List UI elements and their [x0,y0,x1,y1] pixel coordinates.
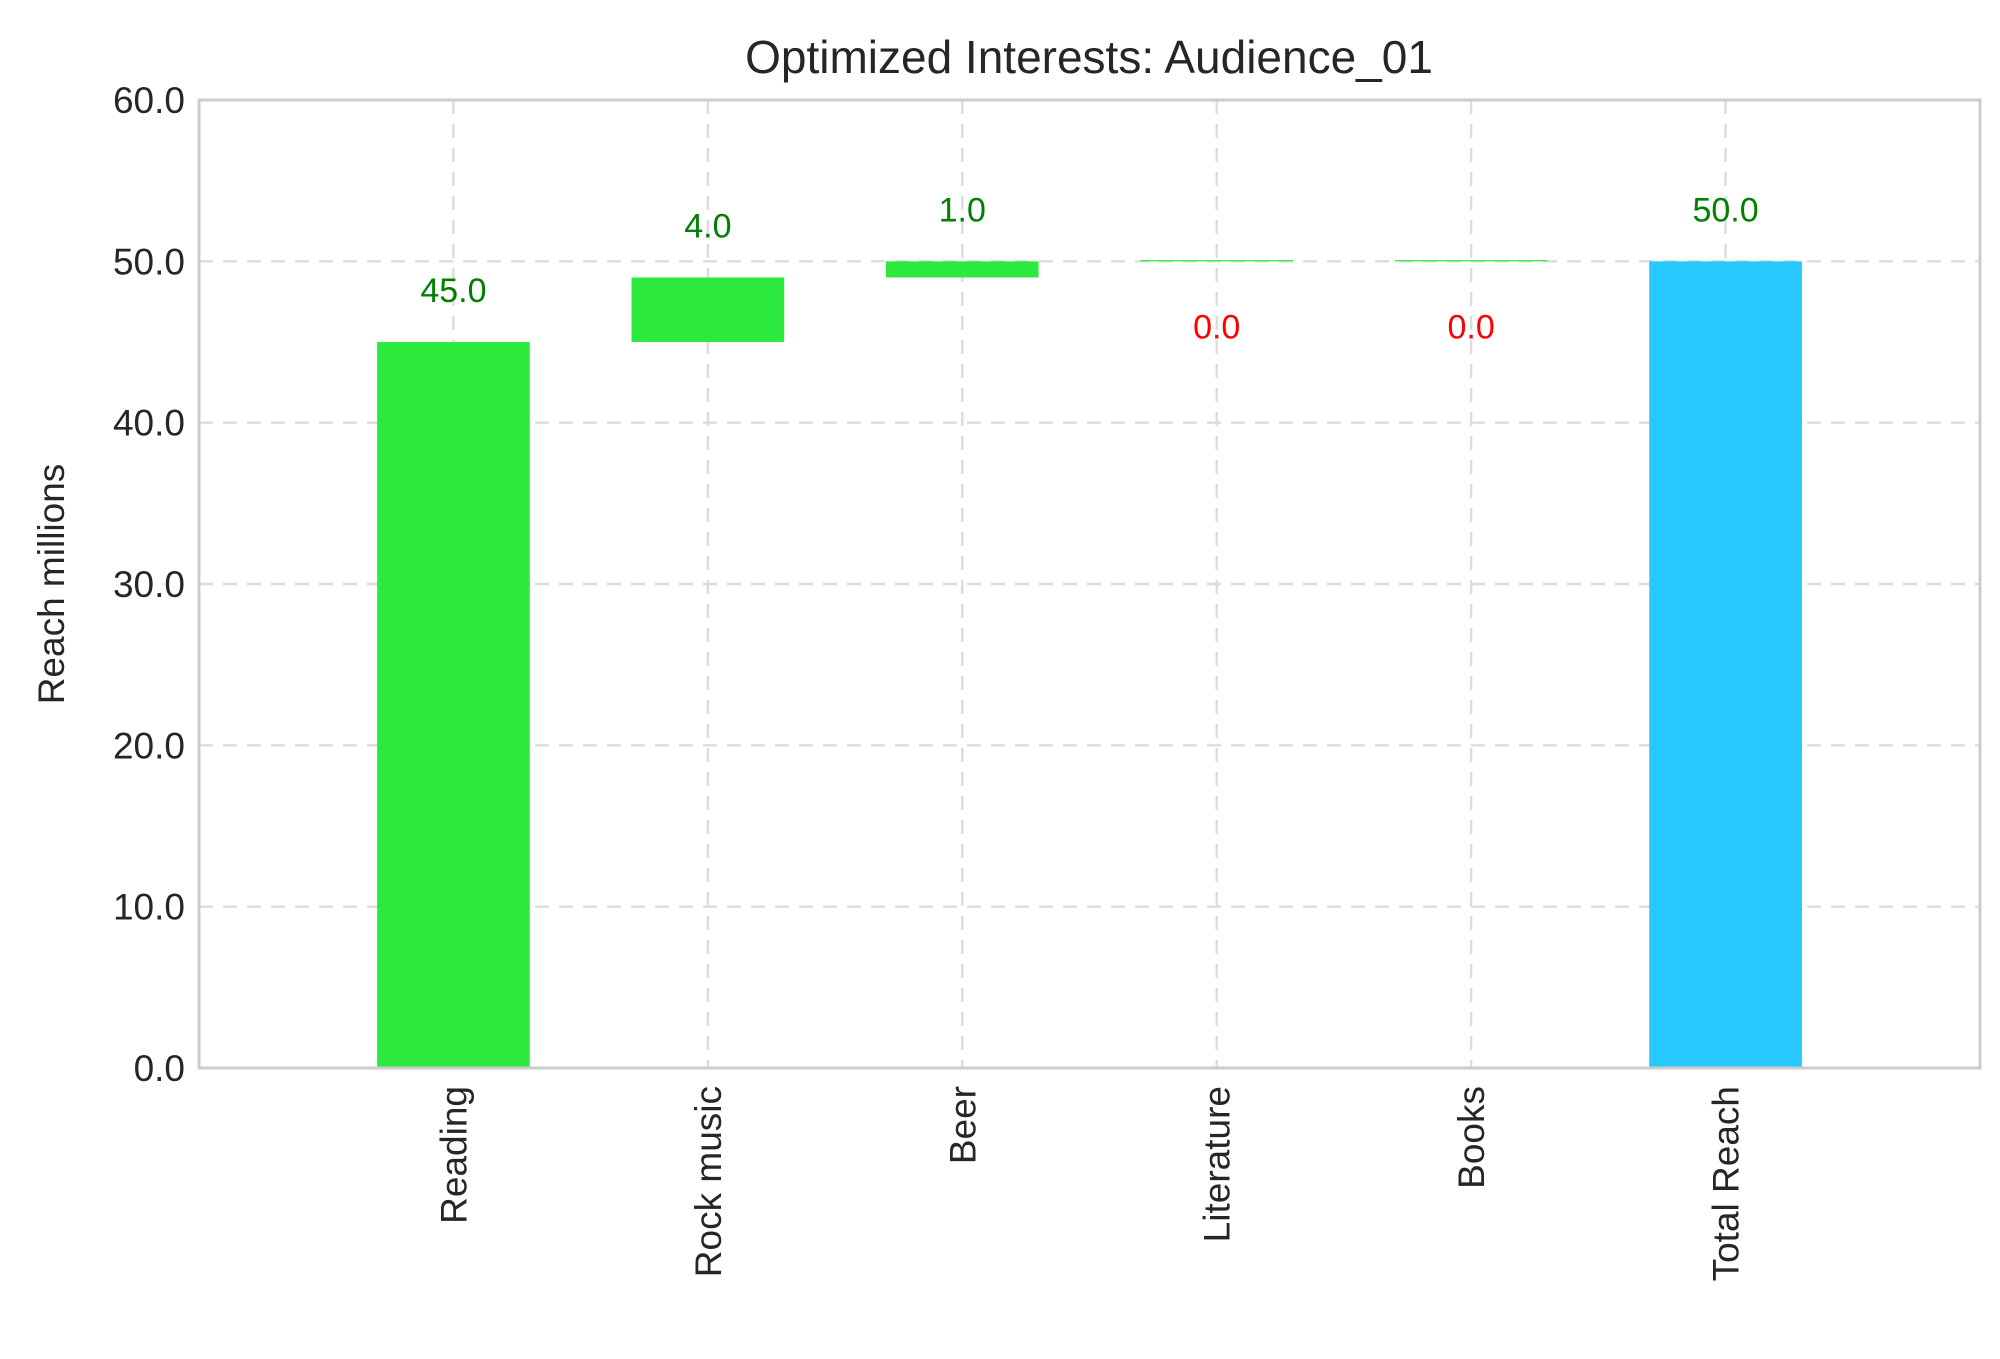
y-tick-label: 60.0 [113,80,185,121]
bar-reading [377,342,530,1068]
x-tick-label: Reading [433,1086,474,1224]
data-label: 45.0 [420,272,486,310]
x-tick-label: Beer [942,1086,983,1164]
bars [377,260,1802,1068]
y-tick-label: 10.0 [113,887,185,928]
y-tick-label: 30.0 [113,564,185,605]
chart-title: Optimized Interests: Audience_01 [745,31,1433,83]
y-tick-label: 0.0 [134,1048,185,1089]
x-tick-label: Books [1451,1086,1492,1189]
x-tick-label: Rock music [688,1086,729,1277]
bar-total-reach [1649,261,1802,1068]
plot-frame [197,98,1982,1070]
data-label: 0.0 [1193,308,1240,346]
data-label: 0.0 [1448,308,1495,346]
y-axis-ticks: 0.0 10.0 20.0 30.0 40.0 50.0 60.0 [113,80,185,1089]
data-label: 4.0 [684,207,731,245]
bar-literature [1140,260,1294,262]
bar-beer [885,261,1039,278]
bar-rock-music [631,277,785,342]
y-axis-label: Reach millions [31,464,72,705]
x-tick-label: Literature [1197,1086,1238,1242]
data-label: 1.0 [939,191,986,229]
x-axis-ticks: Reading Rock music Beer Literature Books Tota… [433,1086,1746,1281]
data-labels: 45.0 4.0 1.0 0.0 0.0 50.0 [420,191,1758,346]
y-tick-label: 40.0 [113,403,185,444]
x-tick-label: Total Reach [1706,1086,1747,1281]
bar-books [1394,260,1548,262]
y-tick-label: 20.0 [113,725,185,766]
y-tick-label: 50.0 [113,241,185,282]
data-label: 50.0 [1692,191,1758,229]
